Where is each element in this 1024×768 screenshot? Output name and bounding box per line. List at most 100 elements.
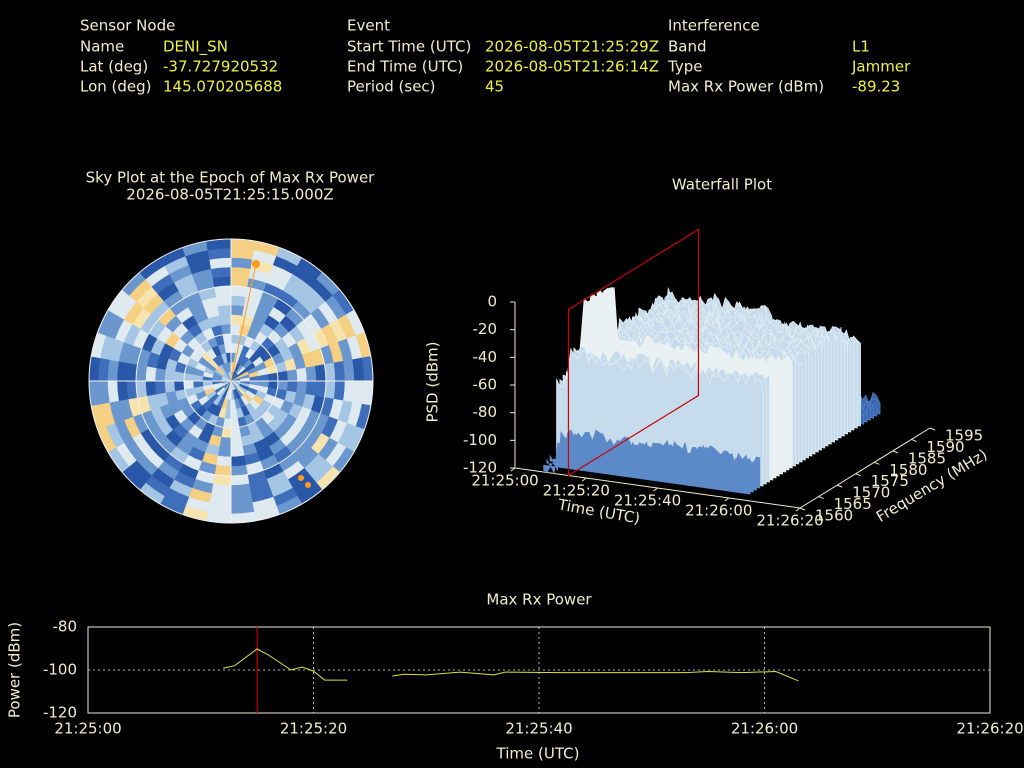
y-tick-label: 1565	[834, 495, 872, 513]
sky-cell	[214, 464, 232, 477]
sky-subtitle: 2026-08-05T21:25:15.000Z	[126, 186, 333, 204]
z-tick-label: -60	[473, 376, 498, 394]
sky-cell	[230, 314, 243, 326]
sky-cell	[97, 357, 110, 382]
header: Sensor Node Name DENI_SN Lat (deg) -37.72792…	[80, 17, 911, 96]
satellite	[298, 475, 304, 481]
field-label: Band	[668, 38, 707, 56]
z-tick-label: 0	[487, 293, 497, 311]
sky-cell	[116, 360, 129, 382]
sky-cell	[209, 257, 232, 269]
sky-cell	[217, 304, 232, 316]
y-tick-label: -120	[43, 704, 77, 722]
sky-cell	[277, 370, 289, 382]
sky-cell	[230, 455, 247, 467]
header-title: Event	[347, 17, 390, 35]
field-value: 2026-08-05T21:26:14Z	[485, 58, 659, 76]
field-value: 145.070205688	[163, 78, 282, 96]
sky-cell	[230, 502, 255, 515]
sky-cell	[154, 380, 166, 395]
z-tick-label: -100	[463, 431, 497, 449]
header-title: Interference	[668, 17, 760, 35]
y-tick	[911, 438, 917, 442]
sky-cell	[97, 380, 110, 405]
x-tick-label: 21:25:00	[54, 720, 121, 738]
field-value: -89.23	[852, 78, 900, 96]
sky-cell	[217, 446, 232, 458]
sky-cell	[230, 493, 253, 505]
sky-cell	[145, 380, 157, 397]
sky-cell	[305, 365, 317, 382]
x-tick-label: 21:25:20	[543, 482, 610, 500]
field-label: Lat (deg)	[80, 58, 148, 76]
z-tick-label: -120	[463, 459, 497, 477]
field-label: Name	[80, 38, 124, 56]
sky-cell	[343, 380, 355, 403]
field-label: Type	[667, 58, 702, 76]
sky-cell	[333, 360, 346, 382]
sky-cell	[164, 380, 176, 393]
sky-cell	[215, 455, 232, 467]
sky-cell	[219, 436, 232, 448]
x-tick	[724, 497, 730, 502]
field-value: 2026-08-05T21:25:29Z	[485, 38, 659, 56]
sky-cell	[230, 257, 253, 269]
x-tick	[581, 477, 587, 482]
sky-cell	[116, 380, 129, 402]
waterfall: 0-20-40-60-80-100-12021:25:0021:25:2021:…	[424, 228, 990, 530]
sky-cell	[215, 295, 232, 307]
x-tick-label: 21:25:20	[280, 720, 347, 738]
z-axis-label: PSD (dBm)	[424, 341, 442, 422]
sky-cell	[154, 367, 166, 382]
sky-cell	[135, 380, 148, 398]
y-axis-label: Power (dBm)	[6, 622, 24, 718]
sky-cell	[314, 380, 327, 398]
sky-cell	[220, 323, 232, 335]
sky-cell	[230, 295, 247, 307]
sky-cell	[352, 357, 365, 382]
sky-cell	[210, 483, 232, 496]
sky-cell	[230, 483, 252, 496]
sky-heatmap	[89, 239, 373, 523]
z-tick-label: -20	[473, 320, 498, 338]
sky-cell	[230, 304, 245, 316]
y-tick-label: 1560	[815, 507, 853, 525]
sky-cell	[214, 285, 232, 298]
sky-cell	[230, 247, 255, 260]
x-tick	[510, 467, 516, 472]
sky-cell	[230, 436, 243, 448]
y-tick	[929, 427, 936, 431]
field-value: -37.727920532	[163, 58, 278, 76]
field-label: End Time (UTC)	[347, 58, 463, 76]
field-value: L1	[852, 38, 870, 56]
sky-cell	[343, 359, 355, 382]
sky-cell	[230, 427, 242, 439]
x-tick-label: 21:26:00	[685, 502, 752, 520]
y-tick	[836, 484, 843, 488]
x-axis-label: Time (UTC)	[496, 745, 580, 763]
line-title: Max Rx Power	[486, 591, 592, 609]
sky-cell	[230, 266, 252, 279]
sky-cell	[207, 502, 232, 515]
sky-cell	[230, 285, 248, 298]
field-label: Start Time (UTC)	[347, 38, 471, 56]
sat-track	[230, 263, 257, 382]
y-tick-label: 1580	[889, 461, 927, 479]
field-value: Jammer	[851, 58, 911, 76]
x-tick-label: 21:26:00	[731, 720, 798, 738]
sky-cell	[305, 380, 317, 397]
x-tick-label: 21:26:20	[956, 720, 1023, 738]
x-tick	[795, 507, 801, 512]
sky-cell	[296, 380, 308, 395]
sky-cell	[107, 380, 119, 403]
field-label: Max Rx Power (dBm)	[668, 78, 824, 96]
sky-cell	[164, 369, 176, 382]
x-tick	[653, 487, 658, 492]
y-tick	[818, 496, 824, 500]
z-tick-label: -40	[473, 348, 498, 366]
satellites	[230, 260, 311, 488]
x-tick-label: 21:25:40	[505, 720, 572, 738]
sky-title: Sky Plot at the Epoch of Max Rx Power	[86, 169, 376, 187]
sky-cell	[230, 464, 248, 477]
